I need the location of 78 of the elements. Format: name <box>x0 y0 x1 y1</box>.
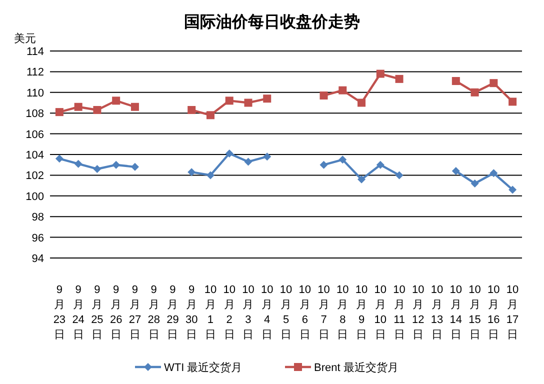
point <box>244 98 252 107</box>
point <box>320 92 328 100</box>
point <box>338 86 347 94</box>
point <box>74 160 82 168</box>
chart-title: 国际油价每日收盘价走势 <box>184 13 360 31</box>
point <box>470 179 479 188</box>
y-tick-label: 112 <box>26 66 44 79</box>
point <box>263 94 272 103</box>
x-tick-label: 9月28日 <box>148 284 160 341</box>
point <box>508 98 517 106</box>
point <box>112 96 120 105</box>
point <box>225 149 234 158</box>
point <box>358 175 366 184</box>
x-tick-label: 10月4日 <box>260 284 274 341</box>
point <box>112 160 120 169</box>
point <box>93 164 102 173</box>
y-tick-label: 102 <box>26 170 44 182</box>
point <box>55 108 64 116</box>
y-tick-label: 100 <box>26 190 44 203</box>
x-tick-label: 10月15日 <box>468 284 481 341</box>
point <box>225 96 234 105</box>
point <box>55 154 64 163</box>
point <box>93 106 102 114</box>
point <box>376 70 384 78</box>
y-tick-label: 114 <box>26 46 44 58</box>
point <box>244 158 252 166</box>
point <box>188 106 196 114</box>
point <box>452 77 460 86</box>
x-tick-label: 9月25日 <box>91 284 104 341</box>
point <box>188 168 196 176</box>
point <box>358 98 366 107</box>
point <box>470 88 479 96</box>
x-tick-label: 9月23日 <box>53 284 66 341</box>
point <box>395 74 404 83</box>
x-tick-label: 10月9日 <box>355 284 368 341</box>
point <box>376 160 384 169</box>
x-tick-label: 10月3日 <box>242 284 254 341</box>
point <box>206 171 214 180</box>
point <box>74 102 82 111</box>
x-tick-label: 9月24日 <box>72 284 84 341</box>
y-tick-label: 98 <box>32 212 44 224</box>
x-tick-label: 10月13日 <box>430 284 444 341</box>
x-tick-label: 9月26日 <box>110 284 122 341</box>
x-tick-label: 10月10日 <box>374 284 387 341</box>
x-tick-label: 10月17日 <box>506 284 519 341</box>
y-tick-label: 96 <box>32 232 44 244</box>
x-tick-label: 10月12日 <box>412 284 424 341</box>
x-tick-label: 9月30日 <box>185 284 198 341</box>
legend-label: WTI 最近交货月 <box>164 361 242 374</box>
point <box>263 152 272 161</box>
x-tick-label: 10月7日 <box>318 284 330 341</box>
y-tick-label: 106 <box>26 128 44 141</box>
point <box>130 102 139 111</box>
x-tick-label: 9月29日 <box>166 284 179 341</box>
x-tick-label: 10月11日 <box>393 284 406 341</box>
point <box>320 160 328 169</box>
x-tick-label: 10月16日 <box>488 284 500 341</box>
point <box>490 169 498 178</box>
y-tick-label: 108 <box>26 108 44 120</box>
x-tick-label: 10月5日 <box>280 284 292 341</box>
x-tick-label: 10月8日 <box>336 284 349 341</box>
y-tick-label: 104 <box>26 150 44 162</box>
legend-label: Brent 最近交货月 <box>314 361 398 374</box>
x-tick-label: 10月2日 <box>223 284 236 341</box>
point <box>452 167 460 176</box>
y-tick-label: 110 <box>26 87 44 100</box>
y-axis-title: 美元 <box>14 32 36 45</box>
point <box>206 111 214 120</box>
point <box>490 79 498 88</box>
x-tick-label: 9月27日 <box>128 284 142 341</box>
y-tick-label: 94 <box>32 253 44 265</box>
point <box>338 156 347 164</box>
x-tick-label: 10月1日 <box>204 284 217 341</box>
point <box>130 162 139 171</box>
x-tick-label: 10月6日 <box>298 284 312 341</box>
x-tick-label: 10月14日 <box>450 284 462 341</box>
point <box>395 171 404 180</box>
point <box>508 186 517 194</box>
